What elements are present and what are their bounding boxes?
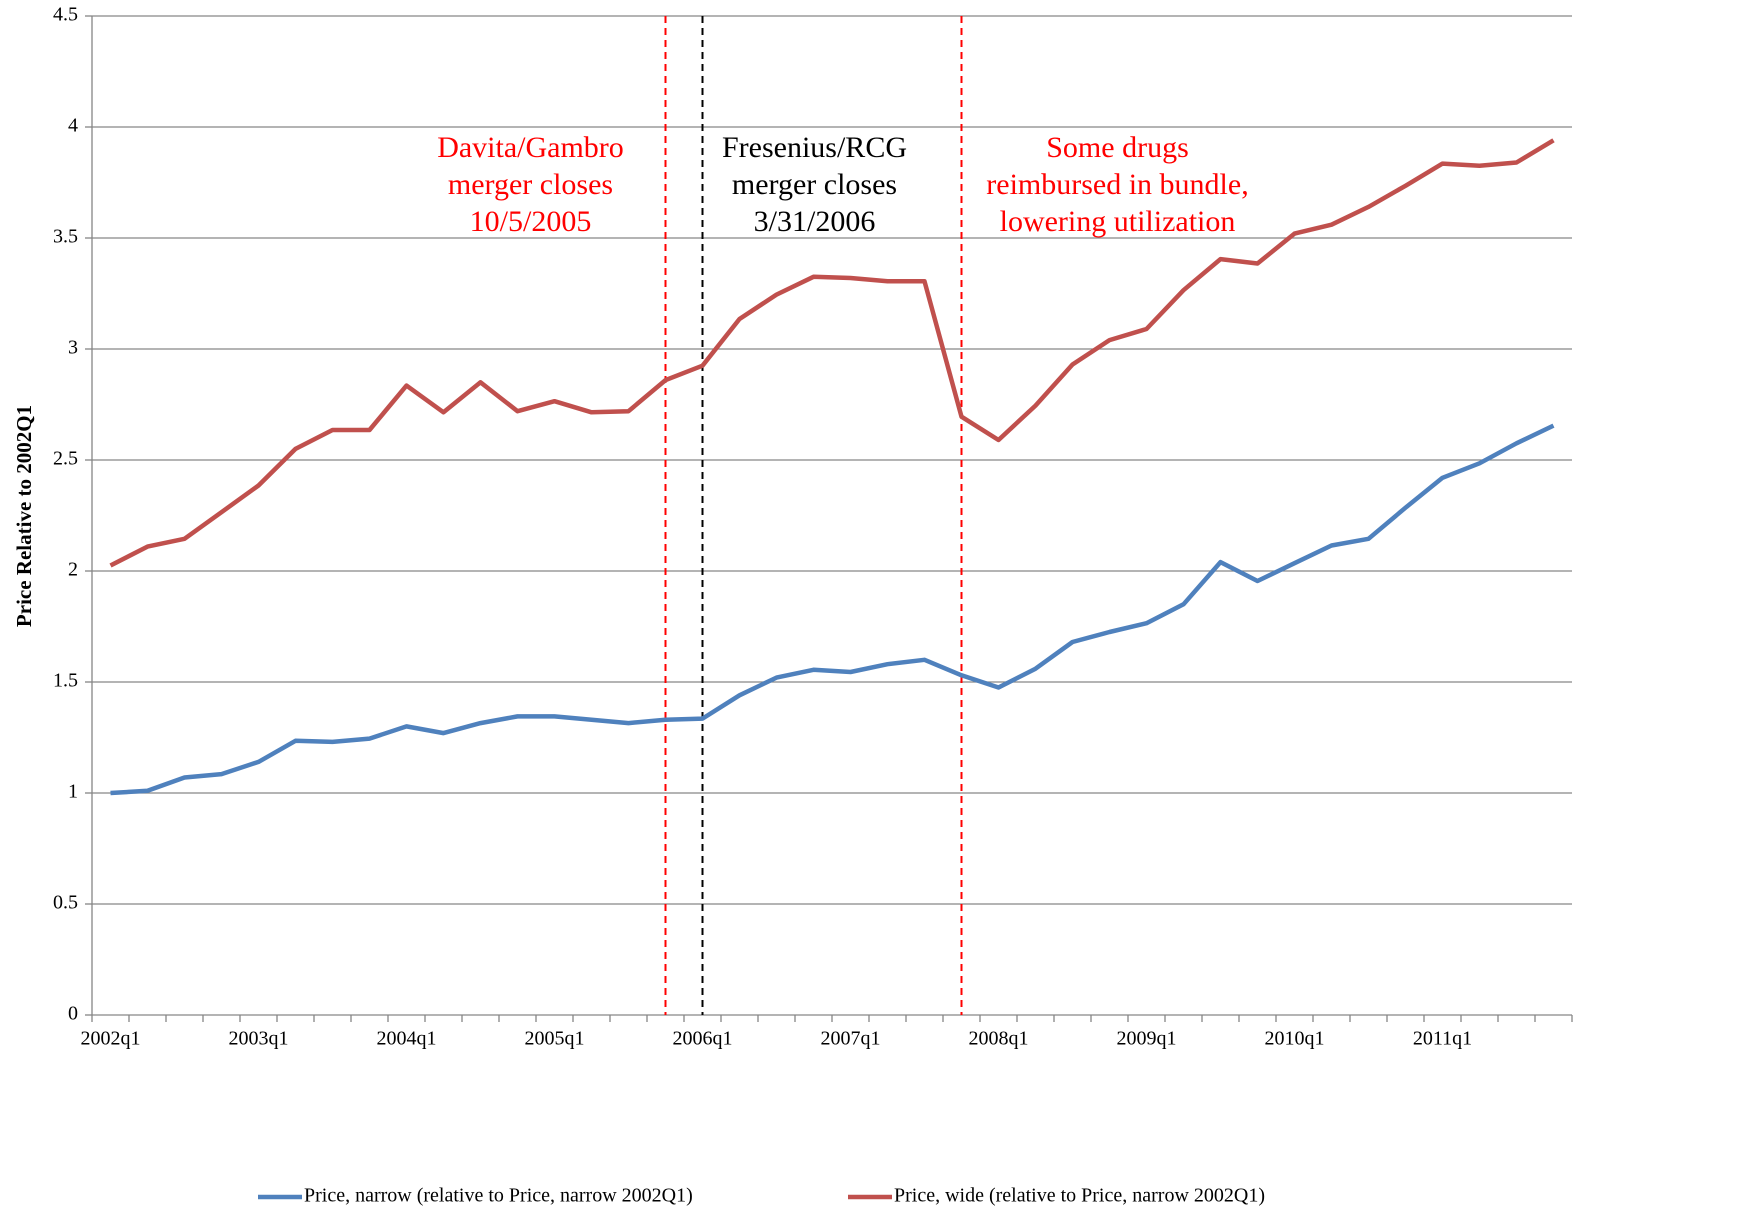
legend-label: Price, narrow (relative to Price, narrow…	[304, 1185, 693, 1207]
y-tick-label: 4	[68, 115, 78, 137]
y-tick-label: 4.5	[53, 4, 78, 26]
x-tick-label: 2003q1	[229, 1028, 289, 1050]
y-tick-label: 2.5	[53, 448, 78, 470]
annotation-text: reimbursed in bundle,	[986, 168, 1248, 201]
annotation-text: Some drugs	[1046, 131, 1189, 164]
y-tick-label: 3	[68, 337, 78, 359]
y-tick-label: 0	[68, 1003, 78, 1025]
annotation-text: lowering utilization	[1000, 205, 1236, 238]
x-tick-label: 2006q1	[673, 1028, 733, 1050]
y-tick-label: 2	[68, 559, 78, 581]
x-tick-label: 2004q1	[377, 1028, 437, 1050]
x-tick-label: 2010q1	[1265, 1028, 1325, 1050]
x-tick-label: 2011q1	[1413, 1028, 1472, 1050]
y-tick-label: 1.5	[53, 670, 78, 692]
legend-label: Price, wide (relative to Price, narrow 2…	[894, 1185, 1265, 1207]
x-tick-label: 2007q1	[821, 1028, 881, 1050]
annotation-text: Davita/Gambro	[437, 131, 624, 164]
annotation-text: merger closes	[448, 168, 613, 201]
y-tick-label: 1	[68, 781, 78, 803]
y-axis-label: Price Relative to 2002Q1	[12, 405, 36, 627]
annotation-text: 10/5/2005	[470, 205, 592, 238]
x-tick-label: 2002q1	[81, 1028, 141, 1050]
annotation-text: 3/31/2006	[754, 205, 876, 238]
y-tick-label: 0.5	[53, 892, 78, 914]
series-line	[110, 423, 1555, 796]
annotation-text: Fresenius/RCG	[722, 131, 907, 164]
y-tick-label: 3.5	[53, 226, 78, 248]
x-tick-label: 2005q1	[525, 1028, 585, 1050]
annotation-text: merger closes	[732, 168, 897, 201]
series-line	[109, 138, 1555, 568]
x-tick-label: 2009q1	[1117, 1028, 1177, 1050]
x-tick-label: 2008q1	[969, 1028, 1029, 1050]
